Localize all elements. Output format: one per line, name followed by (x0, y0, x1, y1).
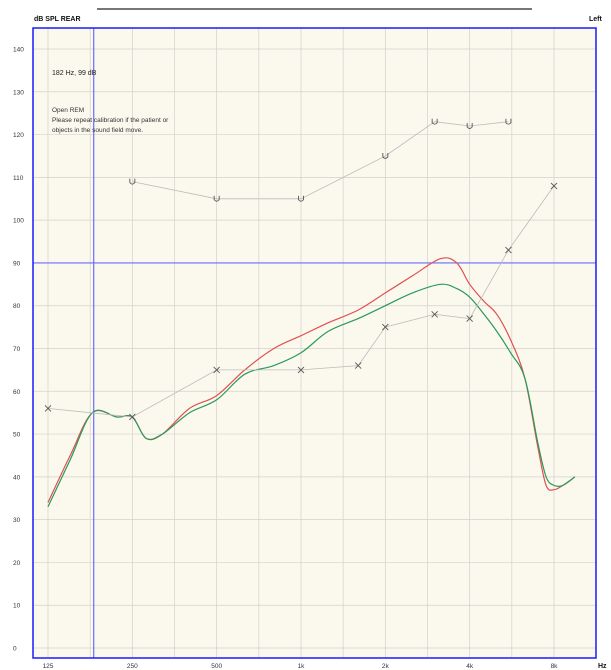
u-marker-point (466, 123, 473, 129)
x-marker-point (466, 315, 473, 322)
plot-background (33, 28, 596, 658)
x-marker-stroke (382, 323, 389, 331)
note-line-2: Please repeat calibration if the patient… (52, 117, 169, 124)
ear-label: Left (589, 16, 603, 23)
x-marker-stroke (354, 362, 362, 369)
x-marker-point (382, 323, 389, 331)
x-marker-point (44, 405, 52, 412)
reference-lines (33, 28, 596, 658)
series-line-green (47, 283, 576, 508)
y-tick-label: 120 (13, 132, 24, 139)
y-tick-label: 100 (13, 218, 24, 225)
x-marker-stroke (505, 246, 512, 254)
y-tick-label: 140 (13, 47, 24, 54)
x-axis-unit-label: Hz (598, 663, 607, 670)
y-tick-label: 130 (13, 89, 24, 96)
y-tick-label: 50 (13, 432, 21, 439)
note-line-3: objects in the sound field move. (52, 127, 143, 134)
series-layer (44, 118, 576, 508)
y-tick-label: 10 (13, 603, 21, 610)
x-tick-label: 500 (211, 663, 222, 670)
x-tick-label: 1k (298, 663, 306, 670)
u-marker-connector (132, 121, 509, 200)
u-marker-point (129, 178, 136, 185)
x-marker-point (505, 246, 512, 254)
x-tick-label: 2k (382, 663, 390, 670)
x-tick-label: 125 (43, 663, 54, 670)
x-marker-point (431, 310, 438, 318)
x-tick-label: 8k (551, 663, 559, 670)
x-marker-connector (47, 185, 555, 418)
y-tick-label: 80 (13, 303, 21, 310)
x-marker-stroke (466, 315, 473, 322)
y-tick-label: 60 (13, 389, 21, 396)
cursor-readout: 182 Hz, 99 dB (52, 70, 97, 77)
y-tick-label: 30 (13, 517, 21, 524)
x-marker-point (354, 362, 362, 369)
u-marker-point (505, 118, 512, 125)
y-tick-labels: 0 10 20 30 40 50 60 70 80 90 100 110 120 130 140 (13, 47, 24, 653)
plot-frame (32, 27, 597, 659)
x-marker-point (129, 413, 136, 421)
x-marker-point (550, 182, 558, 190)
x-tick-labels: 125 250 500 1k 2k 4k 8k (43, 663, 559, 670)
y-tick-label: 90 (13, 260, 21, 267)
x-marker-stroke (129, 413, 136, 421)
x-tick-label: 250 (127, 663, 138, 670)
y-tick-label: 110 (13, 175, 24, 182)
x-tick-label: 4k (466, 663, 474, 670)
x-marker-stroke (297, 366, 305, 374)
u-marker-point (431, 118, 438, 125)
y-tick-label: 0 (13, 646, 17, 653)
note-line-1: Open REM (52, 107, 84, 114)
y-tick-label: 70 (13, 346, 21, 353)
x-marker-stroke (213, 366, 220, 374)
x-marker-stroke (431, 310, 438, 318)
x-marker-stroke (550, 182, 558, 190)
x-marker-point (213, 366, 220, 374)
u-marker-point (213, 195, 220, 202)
u-marker-point (382, 152, 389, 159)
y-tick-label: 20 (13, 560, 21, 567)
y-tick-label: 40 (13, 474, 21, 481)
y-axis-label: dB SPL REAR (34, 16, 81, 23)
x-marker-stroke (44, 405, 52, 412)
u-marker-point (298, 195, 304, 202)
x-marker-point (297, 366, 305, 374)
